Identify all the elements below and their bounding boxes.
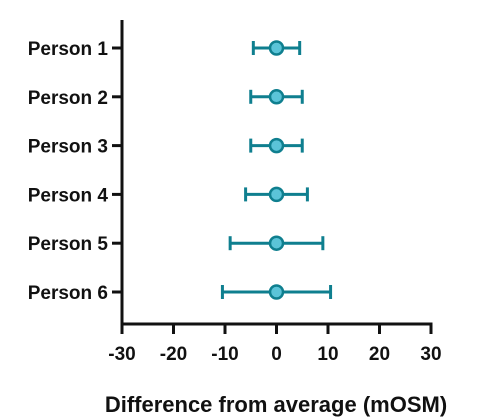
x-tick-label: -30: [108, 344, 135, 365]
error-bars: [220, 41, 333, 299]
x-tick-label: 30: [420, 344, 441, 365]
category-label: Person 1: [28, 39, 109, 60]
category-label: Person 5: [28, 234, 109, 255]
y-axis-categories: Person 1 Person 2 Person 3 Person 4 Person 5…: [28, 39, 122, 304]
x-tick-label: 20: [369, 344, 390, 365]
x-tick-label: 0: [271, 344, 282, 365]
category-label: Person 4: [28, 185, 109, 206]
x-tick-label: -20: [160, 344, 187, 365]
data-points: [268, 40, 285, 300]
category-label: Person 6: [28, 283, 108, 304]
x-tick-label: -10: [211, 344, 238, 365]
x-tick-label: 10: [317, 344, 338, 365]
category-label: Person 3: [28, 137, 108, 158]
data-point: [268, 186, 285, 203]
category-label: Person 2: [28, 88, 108, 109]
x-axis-ticks: -30 -20 -10 0 10 20 30: [108, 324, 442, 365]
data-point: [268, 235, 285, 251]
data-point: [268, 40, 285, 56]
data-point: [268, 137, 285, 154]
x-axis-title: Difference from average (mOSM): [105, 392, 447, 417]
data-point: [268, 284, 285, 300]
data-point: [268, 89, 285, 105]
axes: [120, 20, 433, 326]
